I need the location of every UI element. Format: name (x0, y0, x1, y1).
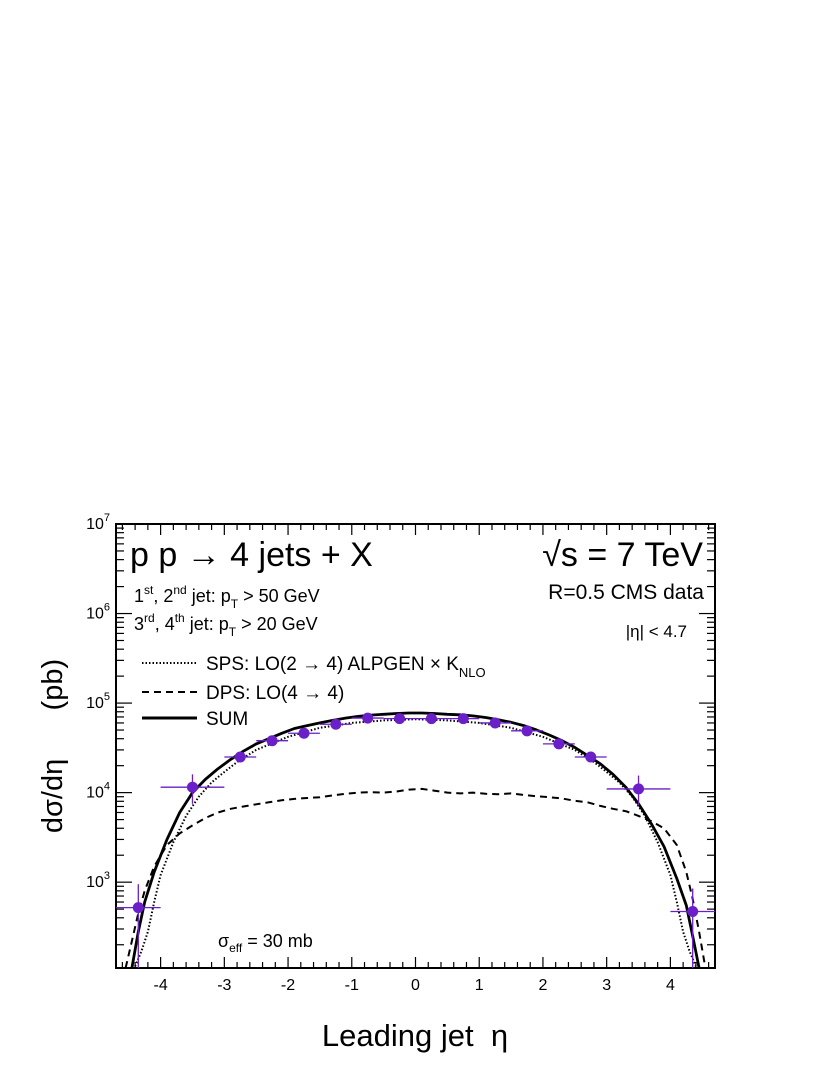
x-tick-label: 3 (602, 977, 611, 994)
data-point (489, 717, 501, 729)
data-point (687, 906, 699, 918)
data-points (116, 712, 715, 968)
series-line-dotted (134, 718, 697, 967)
legend-label-sps: SPS: LO(2 → 4) ALPGEN × KNLO (206, 654, 486, 680)
y-tick-label: 106 (86, 602, 110, 623)
data-point (425, 713, 437, 725)
data-point (234, 751, 246, 763)
sigma-eff-label: σeff = 30 mb (218, 931, 313, 955)
data-point (394, 713, 406, 725)
y-axis-title: dσ/dη (pb) (37, 659, 69, 833)
data-point (266, 735, 278, 747)
y-tick-label: 103 (86, 870, 110, 891)
data-point (585, 751, 597, 763)
legend-label-dps: DPS: LO(4 → 4) (206, 683, 344, 704)
x-tick-label: 2 (538, 977, 547, 994)
data-point (298, 727, 310, 739)
x-tick-label: -3 (217, 977, 231, 994)
energy-label: √s = 7 TeV (542, 536, 703, 574)
x-tick-label: -2 (281, 977, 295, 994)
eta-cut-label: |η| < 4.7 (626, 622, 687, 641)
x-tick-labels: -4 -3 -2 -1 0 1 2 3 4 (153, 977, 674, 994)
x-tick-label: -1 (345, 977, 359, 994)
x-tick-label: 0 (411, 977, 420, 994)
data-point (132, 902, 144, 914)
series-line-solid (130, 711, 701, 968)
y-tick-label: 104 (86, 781, 110, 802)
chart-title: p p → 4 jets + X (130, 536, 373, 574)
x-tick-label: 1 (475, 977, 484, 994)
y-tick-label: 105 (86, 691, 110, 712)
cms-label: R=0.5 CMS data (548, 581, 704, 604)
data-point (521, 725, 533, 737)
x-axis-title: Leading jet η (322, 1018, 508, 1053)
curves (124, 711, 707, 968)
y-tick-labels: 103 104 105 106 107 (86, 512, 110, 891)
data-point (553, 738, 565, 750)
legend: SPS: LO(2 → 4) ALPGEN × KNLO DPS: LO(4 →… (142, 654, 486, 730)
data-point (330, 718, 342, 730)
axis-ticks (116, 523, 715, 968)
jet-cut-leading: 1st, 2nd jet: pT > 50 GeV (134, 583, 320, 611)
data-point (457, 713, 469, 725)
x-tick-label: 4 (666, 977, 675, 994)
x-tick-label: -4 (153, 977, 167, 994)
legend-label-sum: SUM (206, 709, 248, 730)
data-point (186, 781, 198, 793)
data-point (362, 712, 374, 724)
jet-cut-subleading: 3rd, 4th jet: pT > 20 GeV (134, 611, 318, 639)
y-tick-label: 107 (86, 512, 110, 533)
data-point (633, 783, 645, 795)
series-line-dashed (124, 787, 707, 968)
